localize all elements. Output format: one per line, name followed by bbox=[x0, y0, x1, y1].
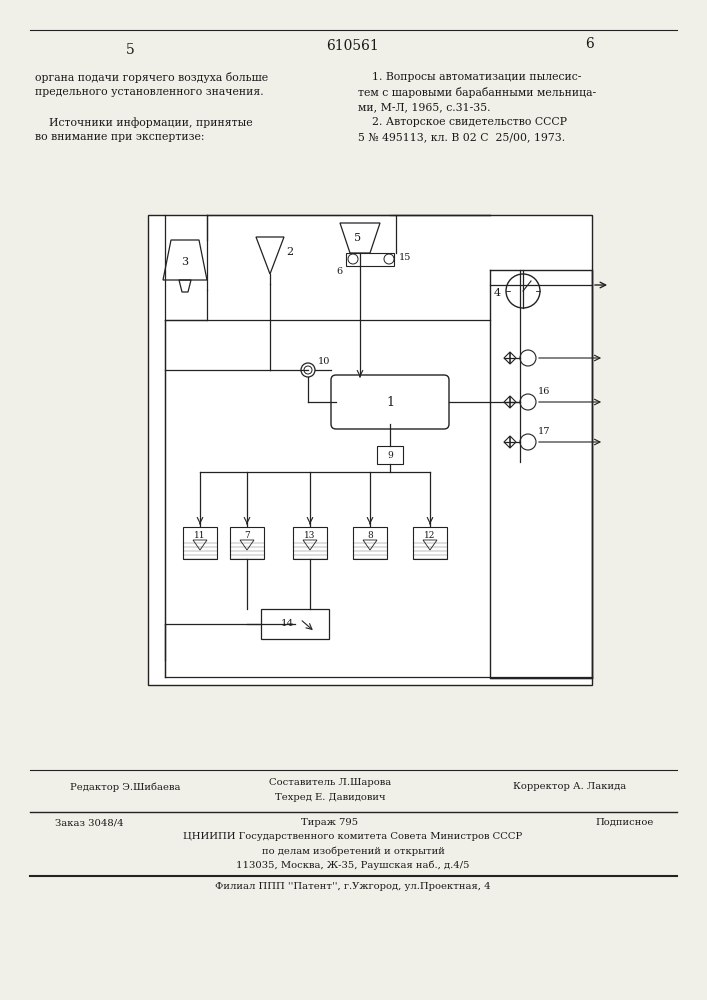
Text: по делам изобретений и открытий: по делам изобретений и открытий bbox=[262, 846, 445, 856]
Text: 4: 4 bbox=[494, 288, 501, 298]
Text: 12: 12 bbox=[424, 530, 436, 540]
Text: ЦНИИПИ Государственного комитета Совета Министров СССР: ЦНИИПИ Государственного комитета Совета … bbox=[183, 832, 522, 841]
Text: 113035, Москва, Ж-35, Раушская наб., д.4/5: 113035, Москва, Ж-35, Раушская наб., д.4… bbox=[236, 860, 469, 869]
Text: 2: 2 bbox=[286, 247, 293, 257]
Bar bbox=[377, 446, 403, 464]
Text: 6: 6 bbox=[337, 266, 343, 275]
Bar bbox=[293, 527, 327, 559]
Bar bbox=[183, 527, 217, 559]
Text: Редактор Э.Шибаева: Редактор Э.Шибаева bbox=[70, 782, 180, 792]
Text: Корректор А. Лакида: Корректор А. Лакида bbox=[513, 782, 626, 791]
Text: Источники информации, принятые: Источники информации, принятые bbox=[35, 117, 252, 128]
Text: 16: 16 bbox=[538, 387, 550, 396]
Text: 3: 3 bbox=[182, 257, 189, 267]
Text: Составитель Л.Шарова: Составитель Л.Шарова bbox=[269, 778, 391, 787]
Text: 17: 17 bbox=[538, 428, 551, 436]
Text: Заказ 3048/4: Заказ 3048/4 bbox=[55, 818, 124, 827]
Text: 6: 6 bbox=[585, 37, 595, 51]
Text: 610561: 610561 bbox=[327, 39, 380, 53]
Bar bbox=[230, 527, 264, 559]
Text: Подписное: Подписное bbox=[595, 818, 653, 827]
Text: 8: 8 bbox=[367, 530, 373, 540]
Bar bbox=[413, 527, 447, 559]
Text: 7: 7 bbox=[244, 530, 250, 540]
Text: 11: 11 bbox=[194, 530, 206, 540]
Text: предельного установленного значения.: предельного установленного значения. bbox=[35, 87, 264, 97]
Bar bbox=[346, 253, 394, 266]
Text: органа подачи горячего воздуха больше: органа подачи горячего воздуха больше bbox=[35, 72, 268, 83]
Text: во внимание при экспертизе:: во внимание при экспертизе: bbox=[35, 132, 204, 142]
Bar bbox=[148, 215, 592, 685]
Text: 1. Вопросы автоматизации пылесис-: 1. Вопросы автоматизации пылесис- bbox=[358, 72, 581, 82]
Text: 10: 10 bbox=[318, 358, 330, 366]
Text: 5 № 495113, кл. В 02 С  25/00, 1973.: 5 № 495113, кл. В 02 С 25/00, 1973. bbox=[358, 132, 565, 142]
Text: Техред Е. Давидович: Техред Е. Давидович bbox=[275, 793, 385, 802]
Text: ми, М-Л, 1965, с.31-35.: ми, М-Л, 1965, с.31-35. bbox=[358, 102, 491, 112]
Bar bbox=[353, 527, 387, 559]
Text: 14: 14 bbox=[281, 619, 293, 629]
Text: Филиал ППП ''Патент'', г.Ужгород, ул.Проектная, 4: Филиал ППП ''Патент'', г.Ужгород, ул.Про… bbox=[215, 882, 491, 891]
Text: 5: 5 bbox=[354, 233, 361, 243]
Text: 9: 9 bbox=[387, 450, 393, 460]
Bar bbox=[261, 609, 329, 639]
Text: Тираж 795: Тираж 795 bbox=[301, 818, 358, 827]
Text: 2. Авторское свидетельство СССР: 2. Авторское свидетельство СССР bbox=[358, 117, 567, 127]
Text: тем с шаровыми барабанными мельница-: тем с шаровыми барабанными мельница- bbox=[358, 87, 596, 98]
Text: 13: 13 bbox=[304, 530, 316, 540]
Text: 5: 5 bbox=[126, 43, 134, 57]
Text: 1: 1 bbox=[386, 395, 394, 408]
Text: 15: 15 bbox=[399, 253, 411, 262]
